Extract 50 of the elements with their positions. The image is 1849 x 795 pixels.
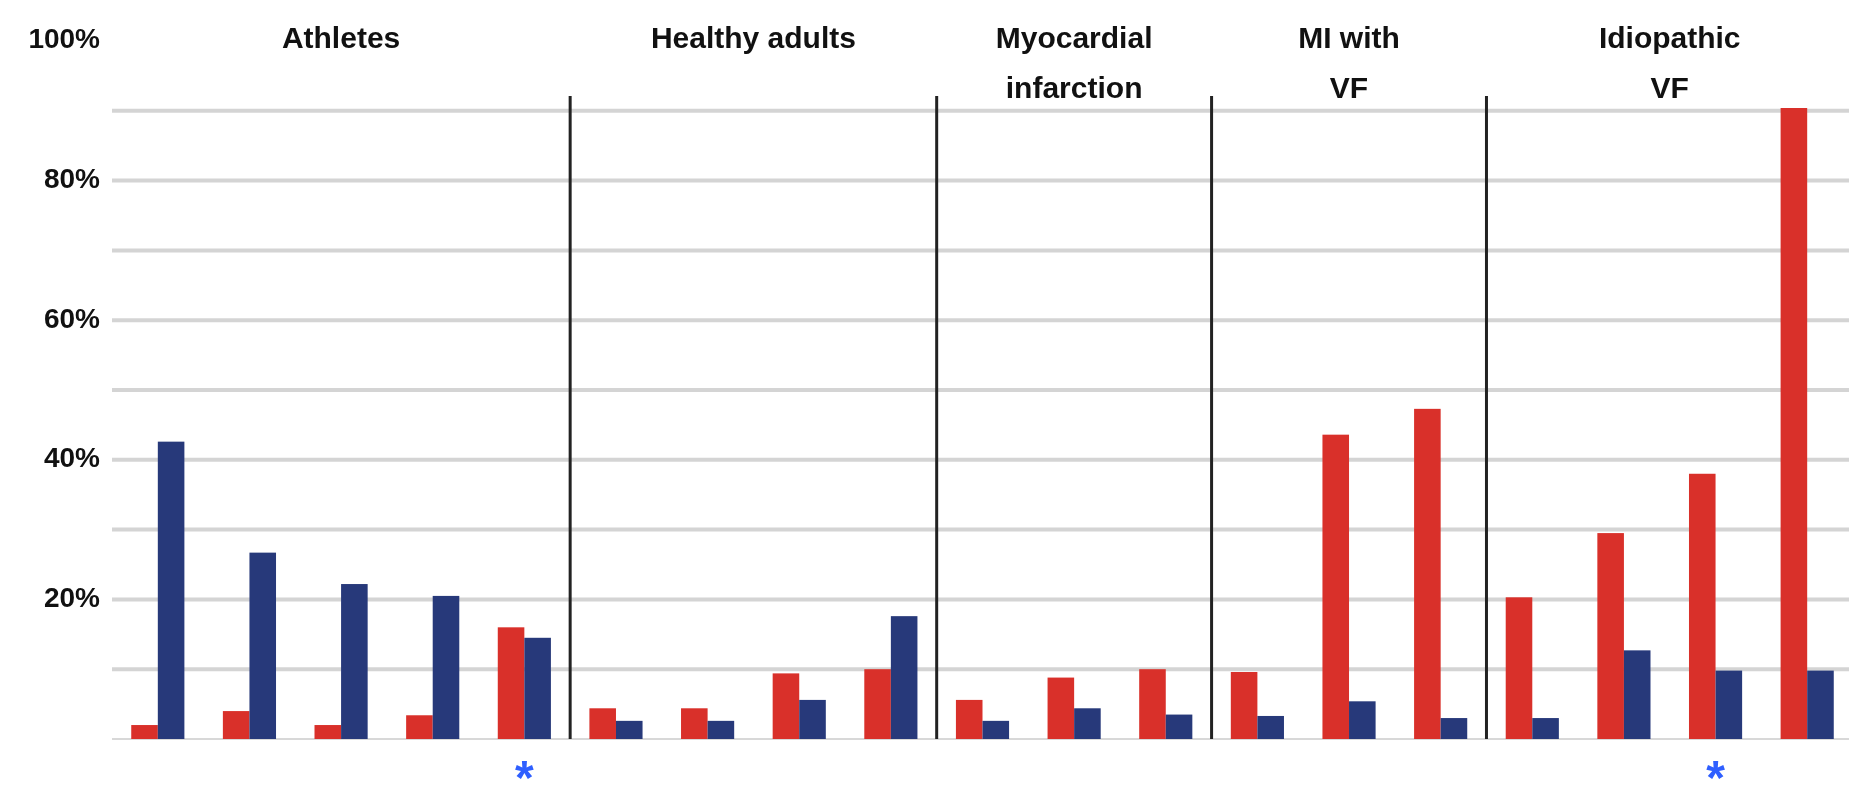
bar	[157, 441, 185, 739]
bar	[1688, 473, 1716, 739]
bar	[589, 708, 616, 739]
bar	[341, 584, 368, 739]
bar	[1165, 714, 1193, 739]
annotation: MI with VF	[1298, 21, 1400, 104]
bar	[681, 708, 708, 739]
text: *	[515, 751, 534, 795]
bar	[707, 720, 735, 739]
bar	[249, 552, 277, 739]
bar	[1230, 671, 1258, 739]
bar	[955, 699, 983, 739]
annotation: Athletes	[281, 21, 401, 54]
bar	[1257, 715, 1284, 739]
bar	[1074, 708, 1101, 739]
bar	[497, 627, 525, 739]
bar	[1047, 677, 1075, 739]
bar	[131, 725, 158, 739]
bar	[864, 669, 891, 739]
text: *	[1706, 751, 1726, 795]
bar	[1807, 670, 1834, 739]
bar	[615, 720, 643, 739]
annotation: Healthy adults	[650, 21, 856, 54]
bar	[772, 673, 800, 739]
bar	[1780, 108, 1808, 739]
bar	[1597, 533, 1624, 739]
annotation: Myocardial infarction	[995, 21, 1153, 104]
bar	[1623, 650, 1651, 739]
bar	[1414, 408, 1441, 739]
bar	[1505, 597, 1533, 739]
y-tick-label: 80%	[43, 162, 101, 194]
bar	[524, 637, 551, 739]
bar	[222, 711, 250, 739]
bar	[799, 699, 826, 739]
y-tick-label: 100%	[28, 23, 101, 55]
bar	[890, 616, 918, 739]
y-tick-label: 40%	[43, 442, 101, 474]
bar	[432, 595, 460, 739]
bar	[1322, 434, 1350, 739]
annotation: Idiopathic VF	[1598, 21, 1741, 104]
y-tick-label: 20%	[43, 581, 101, 613]
bar	[982, 720, 1010, 739]
bar	[314, 725, 342, 739]
bar	[1349, 701, 1376, 739]
y-tick-label: 60%	[43, 302, 101, 334]
bar	[1139, 669, 1166, 739]
bar	[1532, 718, 1559, 739]
bar	[1715, 670, 1743, 739]
bar	[406, 715, 433, 739]
bar	[1440, 718, 1468, 739]
